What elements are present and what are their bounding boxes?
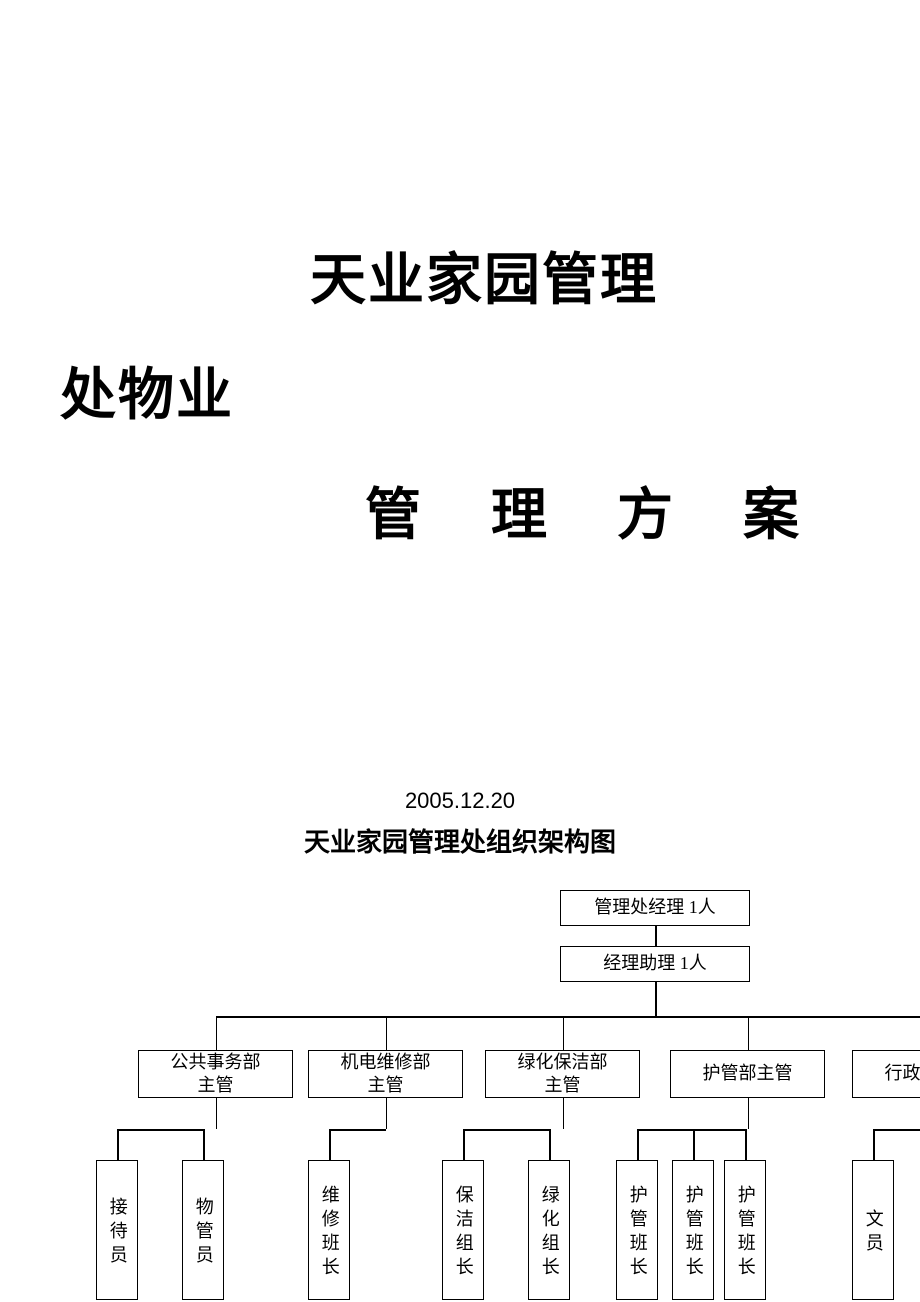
org-edge-line [745, 1129, 747, 1160]
org-node-p4: 保洁组长 [442, 1160, 484, 1300]
org-edge-line [748, 1016, 750, 1050]
org-node-p8: 护管班长 [724, 1160, 766, 1300]
org-edge-line [329, 1129, 331, 1160]
org-edge-line [216, 1016, 920, 1018]
org-edge-line [563, 1016, 565, 1050]
org-edge-line [549, 1129, 551, 1160]
org-edge-line [637, 1129, 747, 1131]
document-date: 2005.12.20 [0, 788, 920, 814]
org-edge-line [637, 1129, 639, 1160]
org-node-root: 管理处经理 1人 [560, 890, 750, 926]
title-line-3: 管 理 方 案 [365, 470, 827, 551]
title-line-1: 天业家园管理 [310, 235, 658, 316]
org-edge-line [655, 926, 657, 946]
org-edge-line [463, 1129, 465, 1160]
org-edge-line [748, 1098, 750, 1129]
org-edge-line [873, 1129, 920, 1131]
org-edge-line [216, 1016, 218, 1050]
org-node-p9: 文员 [852, 1160, 894, 1300]
org-edge-line [463, 1129, 551, 1131]
org-node-p6: 护管班长 [616, 1160, 658, 1300]
org-node-d5: 行政部主管 [852, 1050, 920, 1098]
org-edge-line [117, 1129, 119, 1160]
title-line-2: 处物业 [60, 350, 234, 431]
org-node-p5: 绿化组长 [528, 1160, 570, 1300]
org-node-p1: 接待员 [96, 1160, 138, 1300]
org-edge-line [386, 1098, 388, 1129]
org-node-p7: 护管班长 [672, 1160, 714, 1300]
org-edge-line [203, 1129, 205, 1160]
org-node-d2: 机电维修部主管 [308, 1050, 463, 1098]
org-edge-line [117, 1129, 205, 1131]
org-node-d1: 公共事务部主管 [138, 1050, 293, 1098]
org-edge-line [693, 1129, 695, 1160]
org-node-assist: 经理助理 1人 [560, 946, 750, 982]
org-node-d4: 护管部主管 [670, 1050, 825, 1098]
org-node-p2: 物管员 [182, 1160, 224, 1300]
org-edge-line [655, 982, 657, 1016]
org-edge-line [216, 1098, 218, 1129]
chart-title: 天业家园管理处组织架构图 [0, 822, 920, 859]
org-edge-line [873, 1129, 875, 1160]
org-node-d3: 绿化保洁部主管 [485, 1050, 640, 1098]
org-edge-line [329, 1129, 386, 1131]
org-node-p3: 维修班长 [308, 1160, 350, 1300]
org-edge-line [386, 1016, 388, 1050]
org-edge-line [563, 1098, 565, 1129]
